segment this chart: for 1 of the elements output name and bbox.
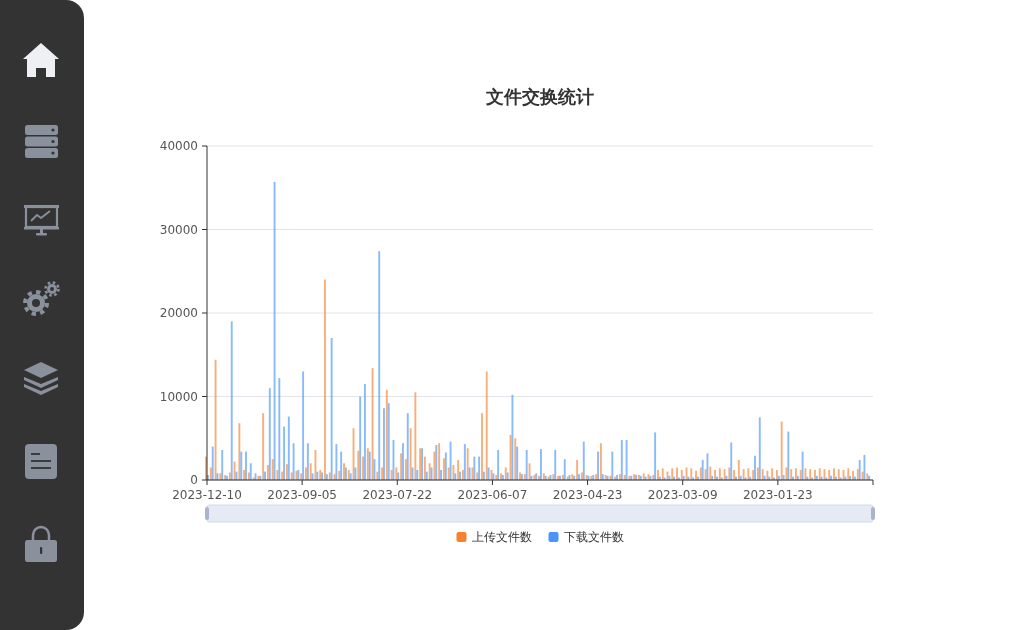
- title: 文件交换统计: [486, 86, 594, 107]
